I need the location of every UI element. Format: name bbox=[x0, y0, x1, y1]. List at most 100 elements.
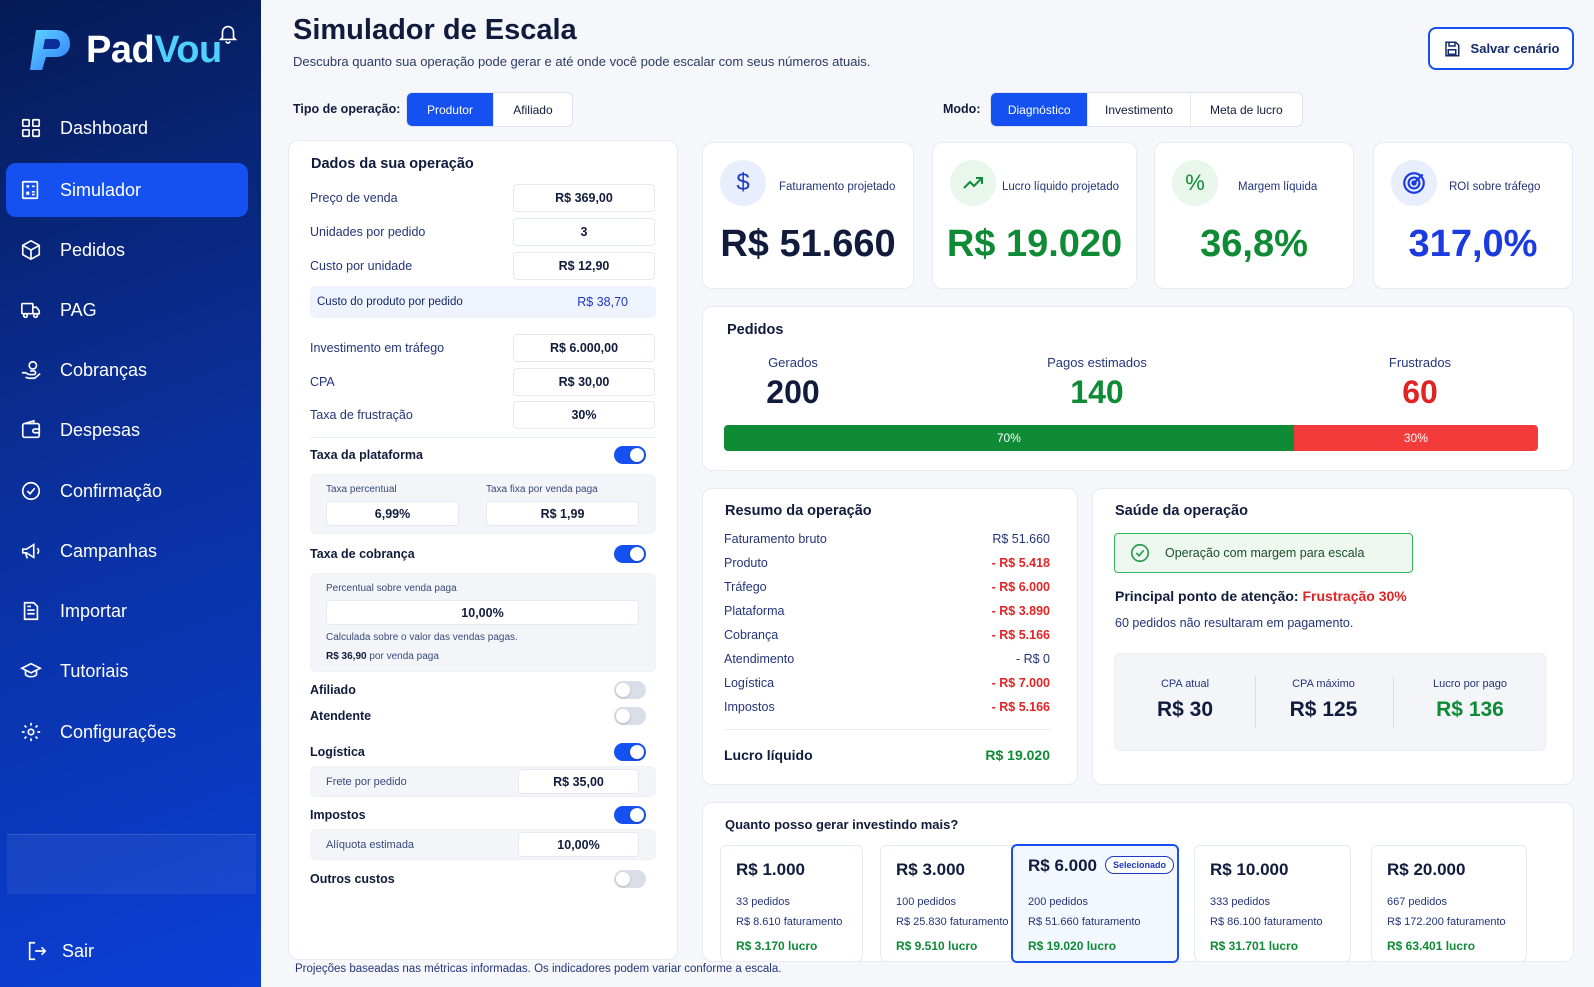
units-row: Unidades por pedido 3 bbox=[310, 218, 655, 246]
frustration-input[interactable]: 30% bbox=[513, 401, 655, 429]
sidebar-item-label: Despesas bbox=[60, 419, 141, 440]
investment-card: Quanto posso gerar investindo mais? R$ 1… bbox=[702, 802, 1574, 963]
platform-fixed-input[interactable]: R$ 1,99 bbox=[486, 501, 639, 526]
box-icon bbox=[21, 239, 41, 261]
file-icon bbox=[23, 601, 39, 621]
orders-paid-label: Pagos estimados bbox=[1047, 355, 1147, 370]
mode-meta-de-lucro[interactable]: Meta de lucro bbox=[1210, 102, 1283, 117]
traffic-input[interactable]: R$ 6.000,00 bbox=[513, 334, 655, 362]
unit-cost-label: Custo por unidade bbox=[310, 259, 413, 273]
sidebar-item-despesas[interactable]: Despesas bbox=[6, 403, 248, 457]
sidebar: PadVou Dashboard Simulador Pedidos PAG C… bbox=[0, 0, 261, 987]
tax-rate-input[interactable]: 10,00% bbox=[518, 832, 639, 857]
billing-fee-box: Percentual sobre venda paga 10,00% Calcu… bbox=[310, 573, 656, 672]
sidebar-item-label: Pedidos bbox=[60, 239, 126, 260]
sidebar-footer-panel bbox=[7, 834, 256, 894]
cpa-input[interactable]: R$ 30,00 bbox=[513, 368, 655, 396]
investment-option[interactable]: R$ 1.000 33 pedidos R$ 8.610 faturamento… bbox=[720, 845, 863, 962]
billing-fee-row: Taxa de cobrança bbox=[310, 545, 646, 563]
kpi-label: Lucro líquido projetado bbox=[1002, 181, 1119, 193]
summary-row: Plataforma - R$ 3.890 bbox=[724, 604, 1050, 618]
investment-option-selected[interactable]: R$ 6.000 Selecionado 200 pedidos R$ 51.6… bbox=[1011, 844, 1179, 963]
sidebar-item-pag[interactable]: PAG bbox=[6, 283, 248, 337]
logout-button[interactable]: Sair bbox=[26, 940, 94, 962]
wallet-icon bbox=[21, 419, 41, 439]
sidebar-item-configuracoes[interactable]: Configurações bbox=[6, 705, 248, 759]
sidebar-item-dashboard[interactable]: Dashboard bbox=[6, 101, 248, 155]
save-scenario-button[interactable]: Salvar cenário bbox=[1428, 27, 1574, 70]
sidebar-item-cobrancas[interactable]: Cobranças bbox=[6, 343, 248, 397]
sidebar-item-label: Cobranças bbox=[60, 359, 148, 380]
kpi-value: R$ 51.660 bbox=[720, 223, 896, 265]
operation-type-produtor[interactable]: Produtor bbox=[407, 93, 494, 126]
dashboard-icon bbox=[21, 118, 41, 138]
gear-icon bbox=[21, 722, 41, 742]
target-icon bbox=[1391, 160, 1437, 206]
sidebar-item-label: Tutoriais bbox=[60, 660, 129, 681]
sidebar-item-label: Confirmação bbox=[60, 480, 163, 501]
sidebar-item-campanhas[interactable]: Campanhas bbox=[6, 524, 248, 578]
graduation-cap-icon bbox=[20, 662, 42, 678]
orders-card: Pedidos Gerados 200 Pagos estimados 140 … bbox=[702, 306, 1574, 471]
tax-rate-label: Alíquota estimada bbox=[326, 839, 415, 851]
logistics-label: Logística bbox=[310, 745, 365, 759]
divider bbox=[1255, 676, 1256, 728]
platform-pct-input[interactable]: 6,99% bbox=[326, 501, 459, 526]
billing-fee-toggle[interactable] bbox=[614, 545, 646, 563]
other-costs-row: Outros custos bbox=[310, 870, 646, 888]
sidebar-item-pedidos[interactable]: Pedidos bbox=[6, 223, 248, 277]
traffic-row: Investimento em tráfego R$ 6.000,00 bbox=[310, 334, 655, 362]
units-input[interactable]: 3 bbox=[513, 218, 655, 246]
platform-fee-toggle[interactable] bbox=[614, 446, 646, 464]
logistics-row: Logística bbox=[310, 743, 646, 761]
sidebar-item-tutoriais[interactable]: Tutoriais bbox=[6, 644, 248, 698]
product-cost-value: R$ 38,70 bbox=[577, 295, 628, 309]
bell-icon[interactable] bbox=[217, 22, 239, 44]
sidebar-item-label: Configurações bbox=[60, 721, 177, 742]
taxes-toggle[interactable] bbox=[614, 806, 646, 824]
freight-input[interactable]: R$ 35,00 bbox=[518, 769, 639, 794]
selected-badge: Selecionado bbox=[1105, 856, 1175, 874]
brand-name: PadVou bbox=[86, 28, 222, 71]
orders-generated: Gerados 200 bbox=[693, 355, 893, 411]
orders-progress-bar: 70% 30% bbox=[724, 425, 1538, 451]
attendant-toggle[interactable] bbox=[614, 707, 646, 725]
affiliate-label: Afiliado bbox=[310, 683, 356, 697]
orders-frustrated: Frustrados 60 bbox=[1320, 355, 1520, 411]
check-circle-icon bbox=[21, 481, 41, 501]
product-cost-summary: Custo do produto por pedido R$ 38,70 bbox=[310, 286, 656, 318]
orders-frustrated-label: Frustrados bbox=[1388, 355, 1452, 370]
operation-type-afiliado[interactable]: Afiliado bbox=[513, 102, 553, 117]
kpi-card-revenue: $ Faturamento projetado R$ 51.660 bbox=[702, 142, 914, 289]
mode-investimento[interactable]: Investimento bbox=[1088, 93, 1191, 126]
percent-icon: % bbox=[1172, 160, 1218, 206]
sidebar-item-simulador[interactable]: Simulador bbox=[6, 163, 248, 217]
investment-option[interactable]: R$ 20.000 667 pedidos R$ 172.200 faturam… bbox=[1371, 845, 1527, 962]
dollar-icon: $ bbox=[720, 160, 766, 206]
unit-cost-input[interactable]: R$ 12,90 bbox=[513, 252, 655, 280]
attendant-label: Atendente bbox=[310, 709, 372, 723]
summary-row: Cobrança - R$ 5.166 bbox=[724, 628, 1050, 642]
sidebar-item-importar[interactable]: Importar bbox=[6, 584, 248, 638]
investment-option[interactable]: R$ 10.000 333 pedidos R$ 86.100 faturame… bbox=[1194, 845, 1351, 962]
affiliate-toggle[interactable] bbox=[614, 681, 646, 699]
billing-pct-input[interactable]: 10,00% bbox=[326, 600, 639, 625]
orders-paid-segment: 70% bbox=[724, 425, 1294, 451]
divider bbox=[1393, 676, 1394, 728]
investment-option[interactable]: R$ 3.000 100 pedidos R$ 25.830 faturamen… bbox=[880, 845, 1023, 962]
price-input[interactable]: R$ 369,00 bbox=[513, 184, 655, 212]
metric-cpa-current: CPA atual R$ 30 bbox=[1156, 678, 1214, 721]
taxes-label: Impostos bbox=[310, 808, 366, 822]
sidebar-item-confirmacao[interactable]: Confirmação bbox=[6, 464, 248, 518]
orders-frustrated-segment: 30% bbox=[1293, 425, 1538, 451]
mode-diagnostico[interactable]: Diagnóstico bbox=[991, 93, 1089, 126]
price-label: Preço de venda bbox=[310, 191, 398, 205]
price-row: Preço de venda R$ 369,00 bbox=[310, 184, 655, 212]
freight-label: Frete por pedido bbox=[326, 776, 407, 788]
summary-row: Tráfego - R$ 6.000 bbox=[724, 580, 1050, 594]
kpi-value: 36,8% bbox=[1200, 223, 1308, 265]
brand-logo[interactable]: PadVou bbox=[26, 24, 222, 76]
product-cost-label: Custo do produto por pedido bbox=[317, 296, 463, 308]
logistics-toggle[interactable] bbox=[614, 743, 646, 761]
other-costs-toggle[interactable] bbox=[614, 870, 646, 888]
